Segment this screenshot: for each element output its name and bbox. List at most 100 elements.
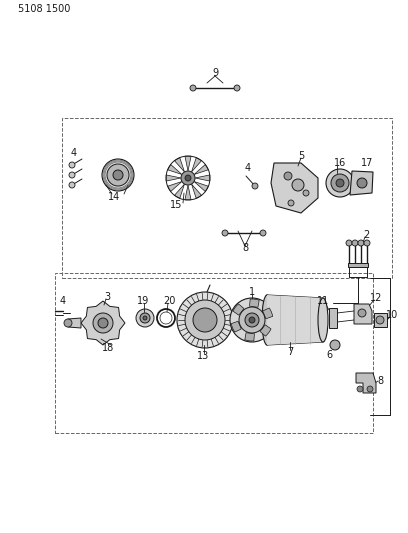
Text: 18: 18 (102, 343, 114, 353)
Circle shape (249, 317, 255, 323)
Circle shape (230, 298, 274, 342)
Circle shape (113, 170, 123, 180)
Text: 6: 6 (326, 350, 332, 360)
Circle shape (358, 240, 364, 246)
Polygon shape (175, 158, 184, 172)
Circle shape (357, 178, 367, 188)
Polygon shape (185, 185, 191, 200)
Polygon shape (168, 182, 182, 191)
Circle shape (252, 183, 258, 189)
Text: 5108 1500: 5108 1500 (18, 4, 70, 14)
Polygon shape (348, 263, 368, 267)
Polygon shape (175, 184, 184, 198)
Polygon shape (350, 171, 373, 195)
Circle shape (284, 172, 292, 180)
Circle shape (69, 172, 75, 178)
Circle shape (177, 292, 233, 348)
Text: 15: 15 (170, 200, 182, 210)
Polygon shape (166, 175, 181, 181)
Circle shape (136, 309, 154, 327)
Circle shape (367, 386, 373, 392)
Text: 17: 17 (361, 158, 373, 168)
Circle shape (190, 85, 196, 91)
Circle shape (364, 240, 370, 246)
Polygon shape (168, 165, 182, 174)
Bar (55, 273, 373, 433)
Ellipse shape (262, 295, 272, 345)
Polygon shape (374, 313, 387, 327)
Circle shape (222, 230, 228, 236)
Text: 3: 3 (104, 292, 110, 302)
Ellipse shape (318, 298, 328, 342)
Text: 5: 5 (298, 151, 304, 161)
Polygon shape (194, 165, 208, 174)
Polygon shape (271, 163, 318, 213)
Text: 12: 12 (370, 293, 382, 303)
Polygon shape (185, 156, 191, 171)
Circle shape (330, 340, 340, 350)
Text: 4: 4 (60, 296, 66, 306)
Polygon shape (191, 184, 202, 198)
Circle shape (102, 159, 134, 191)
Polygon shape (329, 308, 337, 328)
Text: 14: 14 (108, 192, 120, 202)
Polygon shape (195, 175, 210, 181)
Circle shape (376, 316, 384, 324)
Circle shape (64, 319, 72, 327)
Circle shape (357, 386, 363, 392)
Circle shape (69, 162, 75, 168)
Text: 4: 4 (245, 163, 251, 173)
Text: 11: 11 (317, 296, 329, 306)
Polygon shape (260, 325, 271, 336)
Circle shape (245, 313, 259, 327)
Polygon shape (194, 182, 208, 191)
Circle shape (93, 313, 113, 333)
Text: 20: 20 (163, 296, 175, 306)
Polygon shape (356, 373, 376, 393)
Text: 8: 8 (242, 243, 248, 253)
Circle shape (181, 171, 195, 185)
Polygon shape (191, 158, 202, 172)
Circle shape (326, 169, 354, 197)
Circle shape (193, 308, 217, 332)
Polygon shape (233, 304, 244, 315)
Polygon shape (68, 318, 81, 328)
Circle shape (234, 85, 240, 91)
Bar (62, 118, 392, 278)
Circle shape (303, 190, 309, 196)
Text: 7: 7 (287, 347, 293, 357)
Polygon shape (354, 304, 372, 324)
Text: 2: 2 (363, 230, 369, 240)
Circle shape (336, 179, 344, 187)
Circle shape (185, 300, 225, 340)
Circle shape (185, 175, 191, 181)
Circle shape (292, 179, 304, 191)
Circle shape (98, 318, 108, 328)
Text: 16: 16 (334, 158, 346, 168)
Text: 9: 9 (212, 68, 218, 78)
Circle shape (69, 182, 75, 188)
Circle shape (352, 240, 358, 246)
Circle shape (331, 174, 349, 192)
Text: 10: 10 (386, 310, 398, 320)
Circle shape (346, 240, 352, 246)
Circle shape (239, 307, 265, 333)
Circle shape (107, 164, 129, 186)
Text: 19: 19 (137, 296, 149, 306)
Circle shape (140, 313, 150, 323)
Text: 1: 1 (249, 287, 255, 297)
Polygon shape (250, 299, 259, 308)
Text: 4: 4 (71, 148, 77, 158)
Circle shape (143, 316, 147, 320)
Circle shape (160, 312, 172, 324)
Polygon shape (263, 308, 273, 319)
Text: 13: 13 (197, 351, 209, 361)
Polygon shape (231, 321, 241, 332)
Text: 8: 8 (377, 376, 383, 386)
Circle shape (288, 200, 294, 206)
Circle shape (260, 230, 266, 236)
Polygon shape (245, 333, 255, 341)
Polygon shape (267, 295, 323, 345)
Polygon shape (81, 301, 125, 345)
Circle shape (358, 309, 366, 317)
